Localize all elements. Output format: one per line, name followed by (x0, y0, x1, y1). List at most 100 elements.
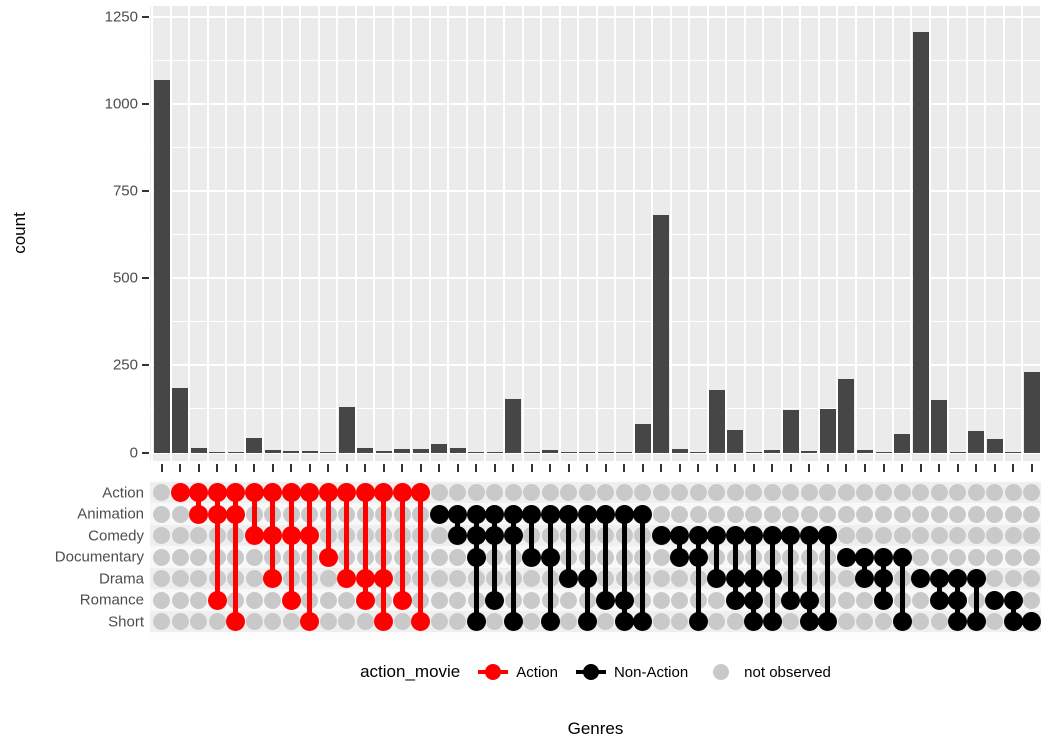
matrix-dot (967, 484, 985, 501)
matrix-dot (430, 570, 448, 587)
matrix-dot (430, 591, 448, 609)
matrix-dot-active (503, 612, 523, 631)
matrix-dot (986, 527, 1004, 544)
matrix-dot-active (503, 526, 523, 545)
matrix-dot (837, 591, 855, 609)
bar (745, 451, 762, 453)
x-tick (715, 464, 718, 472)
matrix-dot (652, 613, 670, 630)
bar (838, 378, 855, 453)
matrix-connector-line (621, 514, 627, 622)
bar (616, 451, 633, 453)
matrix-dot (1023, 548, 1041, 566)
bar (523, 451, 540, 453)
matrix-dot (912, 613, 930, 630)
matrix-dot-active (707, 569, 727, 588)
gridline (354, 6, 357, 461)
legend-label-non-action: Non-Action (613, 663, 689, 681)
bar (579, 451, 596, 453)
gridline (150, 146, 1041, 148)
matrix-dot-active (355, 590, 375, 610)
matrix-dot (745, 484, 763, 501)
matrix-dot (153, 527, 170, 544)
matrix-dot (652, 570, 670, 587)
gridline (150, 234, 1041, 236)
bar (209, 451, 226, 453)
matrix-dot-active (226, 612, 246, 631)
gridline (447, 6, 450, 461)
gridline (150, 451, 1041, 454)
gridline (743, 6, 746, 461)
bar (894, 434, 911, 453)
matrix-dot-active (429, 504, 449, 524)
matrix-dot (856, 505, 874, 523)
matrix-connector-line (288, 492, 294, 600)
x-tick (1012, 464, 1015, 472)
matrix-dot (171, 548, 189, 566)
gridline (262, 6, 265, 461)
x-tick (567, 464, 570, 472)
matrix-dot (912, 484, 930, 501)
bar (801, 451, 818, 453)
non-action-key-icon (575, 663, 606, 681)
y-tick (142, 102, 149, 105)
x-tick (327, 464, 330, 472)
matrix-dot (837, 570, 855, 587)
matrix-dot-active (374, 569, 394, 588)
matrix-connector-line (325, 492, 331, 557)
gridline (150, 408, 1041, 410)
matrix-dot-active (855, 569, 875, 588)
matrix-dot-active (855, 547, 875, 567)
matrix-dot-active (762, 569, 782, 588)
matrix-dot-active (892, 612, 912, 631)
x-tick (641, 464, 644, 472)
matrix-dot-active (189, 483, 209, 502)
bar (1005, 451, 1022, 453)
matrix-dot-active (799, 526, 819, 545)
y-tick-label: 750 (112, 182, 138, 200)
matrix-dot-active (374, 483, 394, 502)
bar (172, 388, 188, 453)
matrix-connector-line (825, 535, 831, 622)
matrix-dot-active (614, 612, 634, 631)
matrix-dot (338, 591, 356, 609)
matrix-dot-active (633, 504, 653, 524)
matrix-dot-active (725, 526, 745, 545)
gridline (669, 6, 672, 461)
matrix-dot-active (300, 612, 320, 631)
matrix-dot-active (189, 504, 209, 524)
matrix-dot (615, 484, 633, 501)
matrix-dot-active (818, 526, 838, 545)
matrix-dot (912, 591, 930, 609)
combination-matrix-panel (150, 479, 1042, 639)
x-tick (475, 464, 478, 472)
x-tick (623, 464, 626, 472)
matrix-dot-active (281, 590, 301, 610)
matrix-dot (1004, 570, 1022, 587)
bar (301, 450, 318, 453)
matrix-dot (1023, 484, 1041, 501)
matrix-dot-active (762, 526, 782, 545)
matrix-dot (949, 484, 967, 501)
gridline (150, 102, 1041, 105)
matrix-dot (449, 484, 467, 501)
matrix-dot (171, 570, 189, 587)
matrix-dot (153, 505, 170, 523)
matrix-dot (486, 484, 504, 501)
matrix-dot-active (836, 547, 856, 567)
gridline (373, 6, 376, 461)
matrix-dot-active (577, 612, 597, 631)
matrix-dot (1023, 505, 1041, 523)
bar (505, 398, 522, 453)
matrix-dot (875, 613, 892, 630)
matrix-dot (190, 548, 208, 566)
matrix-dot (245, 591, 263, 609)
matrix-dot (356, 613, 374, 630)
matrix-dot (837, 484, 855, 501)
matrix-dot-active (577, 569, 597, 588)
x-tick (549, 464, 552, 472)
y-tick (142, 190, 149, 193)
matrix-dot (430, 484, 448, 501)
matrix-dot (1023, 591, 1041, 609)
row-label: Comedy (88, 527, 144, 544)
